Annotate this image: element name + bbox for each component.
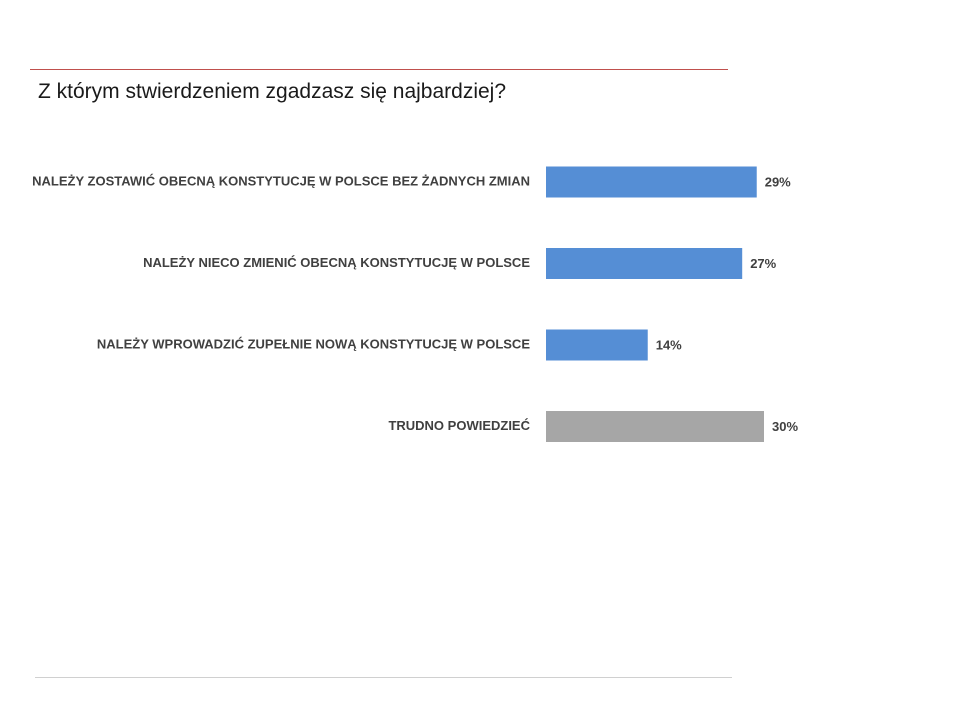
bar xyxy=(546,166,757,198)
page-title: Z którym stwierdzeniem zgadzasz się najb… xyxy=(38,80,507,103)
value-label: 29% xyxy=(765,174,791,189)
bar xyxy=(546,329,648,361)
category-label: NALEŻY NIECO ZMIENIĆ OBECNĄ KONSTYTUCJĘ … xyxy=(143,255,530,270)
bar xyxy=(546,248,743,279)
bottom-divider xyxy=(35,677,732,678)
category-label: NALEŻY WPROWADZIĆ ZUPEŁNIE NOWĄ KONSTYTU… xyxy=(97,336,530,351)
bar xyxy=(546,411,764,442)
value-label: 14% xyxy=(656,337,682,352)
value-label: 30% xyxy=(772,419,798,434)
category-label: NALEŻY ZOSTAWIĆ OBECNĄ KONSTYTUCJĘ W POL… xyxy=(32,173,530,188)
top-divider xyxy=(30,69,728,70)
category-label: TRUDNO POWIEDZIEĆ xyxy=(388,418,530,433)
value-label: 27% xyxy=(750,256,776,271)
